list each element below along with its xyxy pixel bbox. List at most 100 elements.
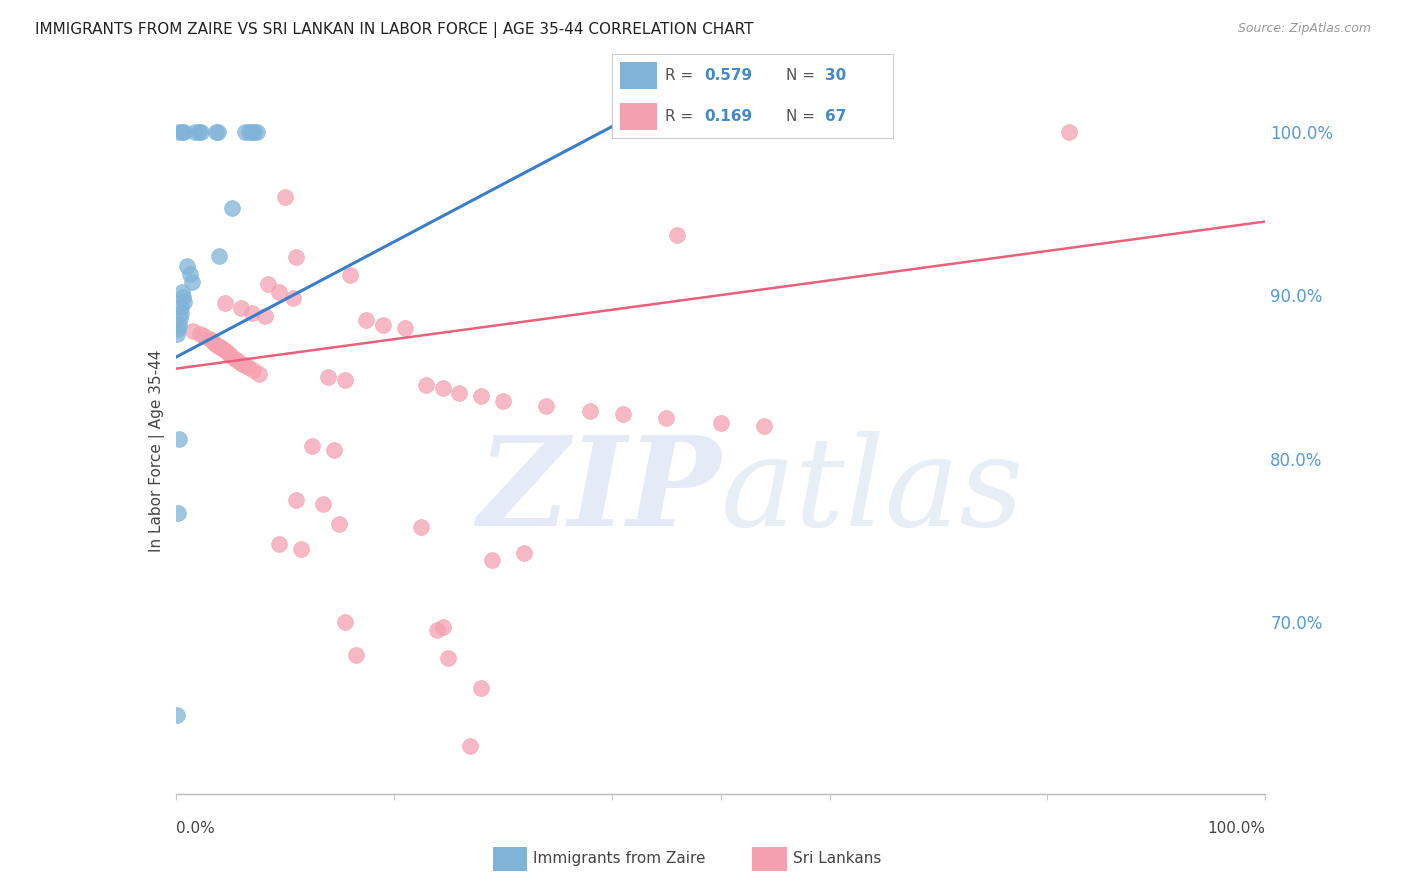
Point: [166, 327, 188, 342]
Point: [167, 124, 190, 138]
Text: R =: R =: [665, 109, 699, 124]
Point: [339, 268, 361, 283]
Point: [283, 291, 305, 305]
Point: [240, 306, 263, 320]
FancyBboxPatch shape: [620, 103, 657, 130]
Text: 30: 30: [825, 68, 846, 83]
Point: [167, 322, 190, 336]
Point: [470, 681, 492, 695]
Point: [187, 124, 209, 138]
Point: [447, 386, 470, 401]
Point: [371, 318, 394, 332]
Point: [247, 367, 270, 381]
Y-axis label: In Labor Force | Age 35-44: In Labor Force | Age 35-44: [149, 350, 165, 551]
Point: [167, 506, 190, 520]
Point: [328, 516, 350, 531]
Point: [218, 347, 240, 361]
Point: [240, 124, 263, 138]
Point: [754, 418, 776, 433]
Point: [409, 520, 432, 534]
Point: [236, 359, 259, 374]
Point: [190, 124, 212, 138]
Point: [211, 342, 233, 356]
Point: [284, 492, 307, 507]
Point: [432, 381, 454, 395]
Point: [170, 300, 193, 314]
Point: [181, 275, 204, 289]
FancyBboxPatch shape: [752, 847, 786, 871]
Point: [437, 651, 460, 665]
Point: [254, 310, 277, 324]
Point: [318, 369, 340, 384]
Point: [179, 267, 201, 281]
Point: [173, 294, 195, 309]
Point: [201, 334, 224, 348]
Point: [208, 249, 231, 263]
Point: [169, 310, 191, 325]
Point: [166, 708, 188, 723]
Point: [246, 124, 269, 138]
Point: [242, 363, 264, 377]
Point: [290, 541, 312, 556]
Point: [184, 124, 207, 138]
Point: [513, 546, 536, 561]
Point: [257, 277, 280, 291]
FancyBboxPatch shape: [492, 847, 527, 871]
Text: Source: ZipAtlas.com: Source: ZipAtlas.com: [1237, 22, 1371, 36]
Text: 67: 67: [825, 109, 846, 124]
Point: [333, 373, 356, 387]
Point: [426, 624, 449, 638]
Point: [176, 259, 198, 273]
Point: [710, 416, 733, 430]
Text: 0.0%: 0.0%: [176, 822, 215, 837]
Point: [214, 296, 236, 310]
Point: [221, 202, 243, 216]
Point: [207, 124, 229, 138]
Point: [284, 251, 307, 265]
Point: [356, 312, 378, 326]
Point: [344, 648, 367, 662]
Point: [193, 329, 215, 343]
Text: 0.169: 0.169: [704, 109, 752, 124]
Point: [534, 399, 557, 413]
Point: [172, 285, 194, 299]
Point: [269, 285, 291, 299]
Point: [269, 536, 291, 550]
Point: [238, 124, 260, 138]
Point: [198, 332, 221, 346]
Text: R =: R =: [665, 68, 699, 83]
Point: [231, 357, 253, 371]
Point: [173, 124, 195, 138]
Point: [221, 349, 243, 363]
FancyBboxPatch shape: [620, 62, 657, 89]
Point: [243, 124, 266, 138]
Point: [1057, 124, 1080, 138]
Text: atlas: atlas: [721, 431, 1024, 552]
Point: [167, 432, 190, 446]
Point: [655, 410, 678, 425]
Point: [481, 553, 503, 567]
Point: [215, 343, 238, 358]
Point: [235, 359, 257, 373]
Point: [231, 301, 253, 315]
Text: N =: N =: [786, 68, 820, 83]
Point: [207, 339, 229, 353]
Point: [170, 306, 193, 320]
Text: ZIP: ZIP: [477, 431, 721, 552]
Point: [612, 408, 634, 422]
Point: [492, 394, 515, 409]
Point: [394, 320, 416, 334]
Point: [172, 124, 194, 138]
Point: [432, 620, 454, 634]
Point: [312, 497, 335, 511]
Point: [666, 227, 689, 242]
Point: [167, 318, 190, 332]
Point: [235, 124, 257, 138]
Point: [301, 438, 323, 452]
Text: IMMIGRANTS FROM ZAIRE VS SRI LANKAN IN LABOR FORCE | AGE 35-44 CORRELATION CHART: IMMIGRANTS FROM ZAIRE VS SRI LANKAN IN L…: [35, 22, 754, 38]
Point: [274, 190, 297, 204]
Point: [224, 351, 246, 366]
Point: [181, 324, 204, 338]
Point: [415, 378, 437, 392]
Point: [333, 615, 356, 630]
